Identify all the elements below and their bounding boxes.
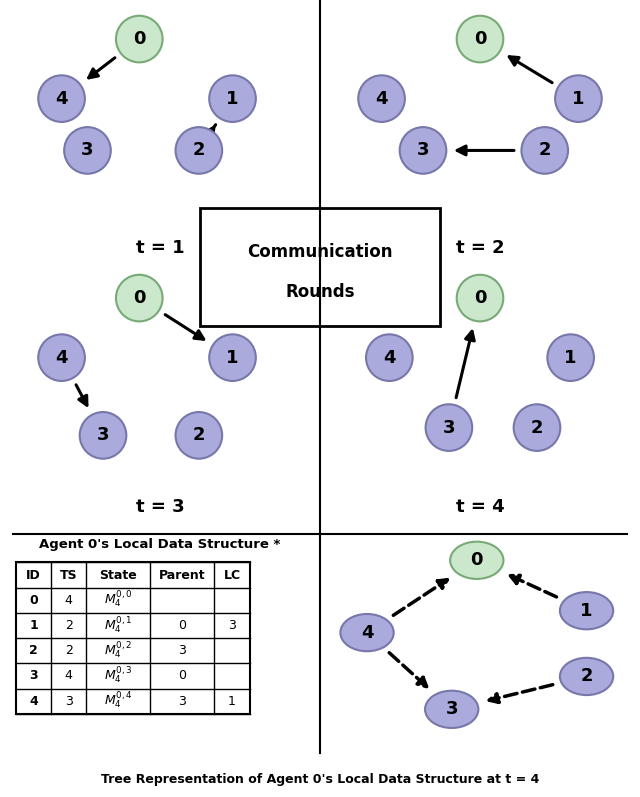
Text: 0: 0 (470, 552, 483, 569)
Circle shape (358, 76, 405, 122)
Circle shape (175, 128, 222, 174)
Circle shape (514, 404, 560, 451)
Circle shape (547, 335, 594, 381)
Text: 2: 2 (65, 644, 73, 658)
Text: 0: 0 (133, 30, 145, 48)
Circle shape (425, 691, 478, 728)
Text: 4: 4 (55, 348, 68, 367)
Text: 1: 1 (227, 89, 239, 108)
Circle shape (555, 76, 602, 122)
Text: 0: 0 (179, 619, 186, 632)
Circle shape (366, 335, 413, 381)
Text: 4: 4 (55, 89, 68, 108)
Text: t = 4: t = 4 (456, 497, 504, 516)
Circle shape (38, 335, 85, 381)
Text: 3: 3 (179, 644, 186, 658)
Circle shape (457, 275, 503, 321)
Text: $M_4^{0,1}$: $M_4^{0,1}$ (104, 615, 132, 636)
Text: $M_4^{0,0}$: $M_4^{0,0}$ (104, 590, 132, 611)
Text: 2: 2 (538, 141, 551, 159)
Text: 3: 3 (179, 695, 186, 708)
Text: 1: 1 (580, 602, 593, 620)
Text: $M_4^{0,4}$: $M_4^{0,4}$ (104, 691, 132, 711)
Text: 0: 0 (474, 289, 486, 307)
Text: 3: 3 (417, 141, 429, 159)
Text: 1: 1 (572, 89, 585, 108)
Text: 1: 1 (228, 695, 236, 708)
Text: 2: 2 (65, 619, 73, 632)
Text: 3: 3 (29, 669, 38, 682)
Circle shape (522, 128, 568, 174)
Text: 3: 3 (81, 141, 93, 159)
Circle shape (38, 76, 85, 122)
FancyBboxPatch shape (200, 208, 440, 326)
Text: 4: 4 (361, 623, 373, 642)
Text: Tree Representation of Agent 0's Local Data Structure at t = 4: Tree Representation of Agent 0's Local D… (101, 773, 539, 786)
Text: t = 3: t = 3 (136, 497, 184, 516)
Text: Communication: Communication (247, 243, 393, 261)
Circle shape (209, 335, 256, 381)
Text: t = 2: t = 2 (456, 238, 504, 257)
Circle shape (457, 16, 503, 62)
Text: 4: 4 (65, 594, 73, 607)
Text: 4: 4 (65, 669, 73, 682)
Text: $M_4^{0,3}$: $M_4^{0,3}$ (104, 665, 132, 686)
Circle shape (116, 275, 163, 321)
Circle shape (426, 404, 472, 451)
Text: 4: 4 (29, 695, 38, 708)
Circle shape (64, 128, 111, 174)
Text: 0: 0 (474, 30, 486, 48)
Text: 1: 1 (564, 348, 577, 367)
Text: State: State (100, 568, 137, 582)
Text: 3: 3 (445, 701, 458, 718)
Circle shape (400, 128, 446, 174)
Text: Parent: Parent (159, 568, 205, 582)
Text: 3: 3 (228, 619, 236, 632)
Text: Agent 0's Local Data Structure *: Agent 0's Local Data Structure * (39, 539, 281, 552)
Circle shape (80, 412, 126, 459)
Text: 0: 0 (29, 594, 38, 607)
Text: t = 1: t = 1 (136, 238, 184, 257)
Circle shape (450, 542, 504, 579)
Text: 1: 1 (29, 619, 38, 632)
Text: $M_4^{0,2}$: $M_4^{0,2}$ (104, 641, 132, 661)
Text: 2: 2 (580, 667, 593, 685)
Circle shape (116, 16, 163, 62)
Text: Rounds: Rounds (285, 284, 355, 301)
Text: 0: 0 (179, 669, 186, 682)
Circle shape (560, 658, 613, 695)
Circle shape (340, 614, 394, 651)
Text: LC: LC (223, 568, 241, 582)
Text: TS: TS (60, 568, 77, 582)
Circle shape (175, 412, 222, 459)
Text: 3: 3 (97, 426, 109, 445)
Text: 2: 2 (29, 644, 38, 658)
Bar (16, 563, 250, 714)
Text: 1: 1 (227, 348, 239, 367)
Text: 4: 4 (375, 89, 388, 108)
Text: 0: 0 (133, 289, 145, 307)
Text: 3: 3 (443, 418, 455, 437)
Text: 2: 2 (193, 141, 205, 159)
Text: ID: ID (26, 568, 41, 582)
Text: 2: 2 (193, 426, 205, 445)
Circle shape (209, 76, 256, 122)
Circle shape (560, 592, 613, 630)
Text: 4: 4 (383, 348, 396, 367)
Text: 2: 2 (531, 418, 543, 437)
Text: 3: 3 (65, 695, 73, 708)
